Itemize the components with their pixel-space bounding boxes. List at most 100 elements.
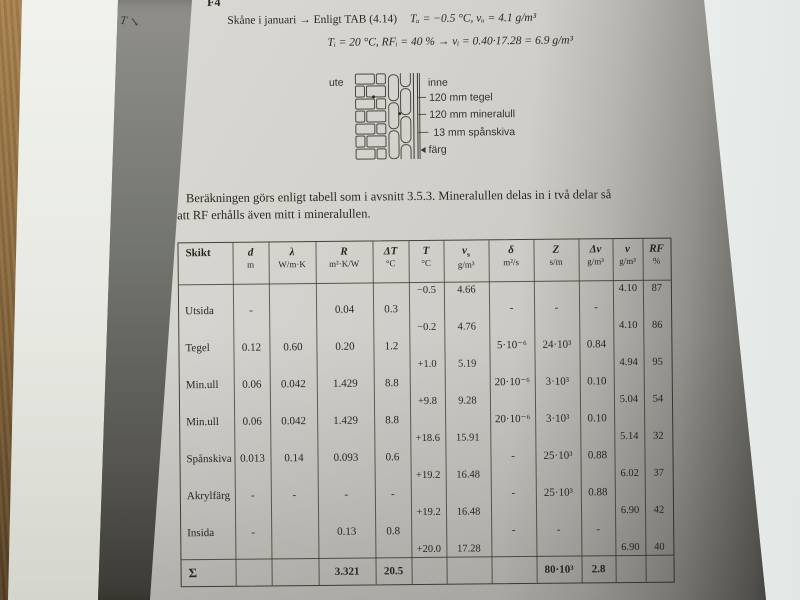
leader-line-tegel — [418, 96, 427, 99]
layer-name: Insida — [187, 526, 215, 539]
layer-d: - — [249, 304, 253, 317]
layer-delta: - — [511, 523, 516, 536]
handwritten-mark: T ↘ — [119, 12, 141, 30]
boundary-T: +9.8 — [417, 395, 438, 407]
label-ute: ute — [328, 76, 344, 89]
partial-heading-text: F4 — [207, 0, 221, 10]
body-paragraph: Beräkningen görs enligt tabell som i avs… — [177, 187, 612, 223]
leader-line-mineralull — [418, 113, 427, 116]
condition-line-outdoor: Skåne i januari → Enligt TAB (4.14) Tᵤ =… — [227, 11, 537, 27]
layer-Z: 25·10³ — [543, 449, 573, 462]
layer-lambda — [271, 521, 318, 542]
boundary-vs: 5.19 — [457, 357, 477, 370]
layer-lambda: 0.60 — [283, 340, 303, 353]
boundary-v: 4.10 — [618, 282, 638, 294]
layer-dT: 0.3 — [384, 302, 399, 315]
layer-name: Min.ull — [185, 378, 219, 391]
mineral-wool-drawing — [387, 73, 413, 160]
label-spanskiva: 13 mm spånskiva — [433, 126, 516, 139]
boundary-vs: 16.48 — [456, 468, 481, 481]
layer-d: - — [251, 526, 256, 539]
label-farg: färg — [428, 143, 447, 156]
tegel-marker-dot — [372, 95, 376, 99]
sum-Z: 80·10³ — [544, 563, 574, 576]
layer-Z: 25·10³ — [543, 486, 573, 499]
sum-symbol: Σ — [188, 564, 198, 580]
layer-dv: 0.84 — [586, 337, 607, 350]
boundary-v: 6.90 — [621, 541, 640, 553]
table-header-vs: vs g/m³ — [457, 244, 475, 270]
chipboard-drawing — [412, 73, 419, 160]
leader-arrow-farg — [420, 146, 426, 153]
boundary-v: 6.02 — [620, 467, 639, 479]
layer-lambda: - — [292, 488, 297, 501]
layer-R: - — [344, 488, 349, 501]
layer-dv: 0.10 — [587, 374, 607, 387]
boundary-T: +1.0 — [417, 358, 437, 370]
layer-delta: - — [509, 301, 514, 314]
boundary-RF: 42 — [653, 504, 665, 516]
layer-R: 1.429 — [332, 377, 358, 390]
table-header-v: v g/m³ — [619, 242, 637, 267]
boundary-T: −0.5 — [416, 284, 436, 296]
layer-dv: 0.88 — [588, 485, 608, 498]
boundary-v: 5.14 — [620, 430, 639, 442]
layer-dv: - — [596, 522, 601, 535]
table-body: −0.5 4.66 4.10 87 Utsida - 0.04 0.3 - - … — [179, 280, 674, 560]
boundary-T: +19.2 — [415, 469, 441, 481]
table-header-lambda: λ W/m·K — [278, 246, 306, 270]
layer-name: Tegel — [185, 341, 210, 354]
layer-R: 0.13 — [337, 525, 357, 538]
label-mineralull: 120 mm mineralull — [429, 108, 516, 121]
boundary-T: +20.0 — [416, 543, 442, 555]
layer-lambda: 0.042 — [281, 414, 307, 427]
layer-dv: - — [594, 300, 598, 313]
layer-dT: - — [390, 487, 395, 500]
boundary-vs: 16.48 — [456, 505, 481, 518]
layer-R: 0.093 — [333, 451, 359, 464]
boundary-v: 5.04 — [619, 393, 639, 405]
layer-Z: 3·10³ — [545, 412, 570, 425]
sum-dT: 20.5 — [383, 564, 404, 577]
layer-Z: - — [556, 523, 561, 536]
layer-d: 0.06 — [242, 415, 262, 428]
layer-dv: 0.88 — [587, 448, 608, 461]
layer-name: Min.ull — [186, 415, 219, 428]
layer-dT: 0.6 — [385, 450, 400, 463]
boundary-vs: 9.28 — [458, 394, 477, 407]
layer-dT: 8.8 — [384, 376, 399, 389]
layer-Z: 3·10³ — [545, 375, 570, 388]
sum-dv: 2.8 — [591, 562, 606, 575]
boundary-RF: 95 — [652, 356, 663, 368]
layer-R: 1.429 — [333, 414, 359, 427]
layer-delta: - — [511, 449, 515, 462]
layer-delta: - — [511, 486, 516, 499]
table-header-RF: RF% — [649, 242, 664, 266]
layer-Z: - — [554, 301, 559, 314]
layer-dT: 1.2 — [384, 339, 399, 352]
table-header-dT: ΔT °C — [383, 245, 398, 269]
mineralull-marker-dot — [398, 112, 402, 116]
layer-lambda: 0.042 — [280, 377, 306, 390]
layer-d: 0.12 — [241, 341, 262, 354]
boundary-v: 6.90 — [620, 504, 640, 516]
boundary-v: 4.94 — [619, 356, 638, 368]
boundary-RF: 32 — [653, 430, 664, 442]
boundary-T: +19.2 — [416, 506, 441, 518]
boundary-vs: 15.91 — [455, 431, 480, 444]
label-tegel: 120 mm tegel — [429, 91, 493, 104]
table-header-dv: Δv g/m³ — [587, 243, 605, 267]
sum-R: 3.321 — [334, 565, 360, 578]
boundary-T: −0.2 — [417, 321, 437, 333]
layer-R: 0.20 — [335, 340, 355, 353]
label-inne: inne — [427, 76, 448, 89]
condition-line-indoor: Tᵢ = 20 °C, RFᵢ = 40 % → vᵢ = 0.40·17.28… — [327, 34, 574, 49]
boundary-v: 4.10 — [619, 319, 638, 331]
layer-R: 0.04 — [334, 303, 355, 316]
layer-delta: 5·10⁻⁶ — [496, 338, 527, 352]
layer-dT: 8.8 — [385, 413, 400, 426]
